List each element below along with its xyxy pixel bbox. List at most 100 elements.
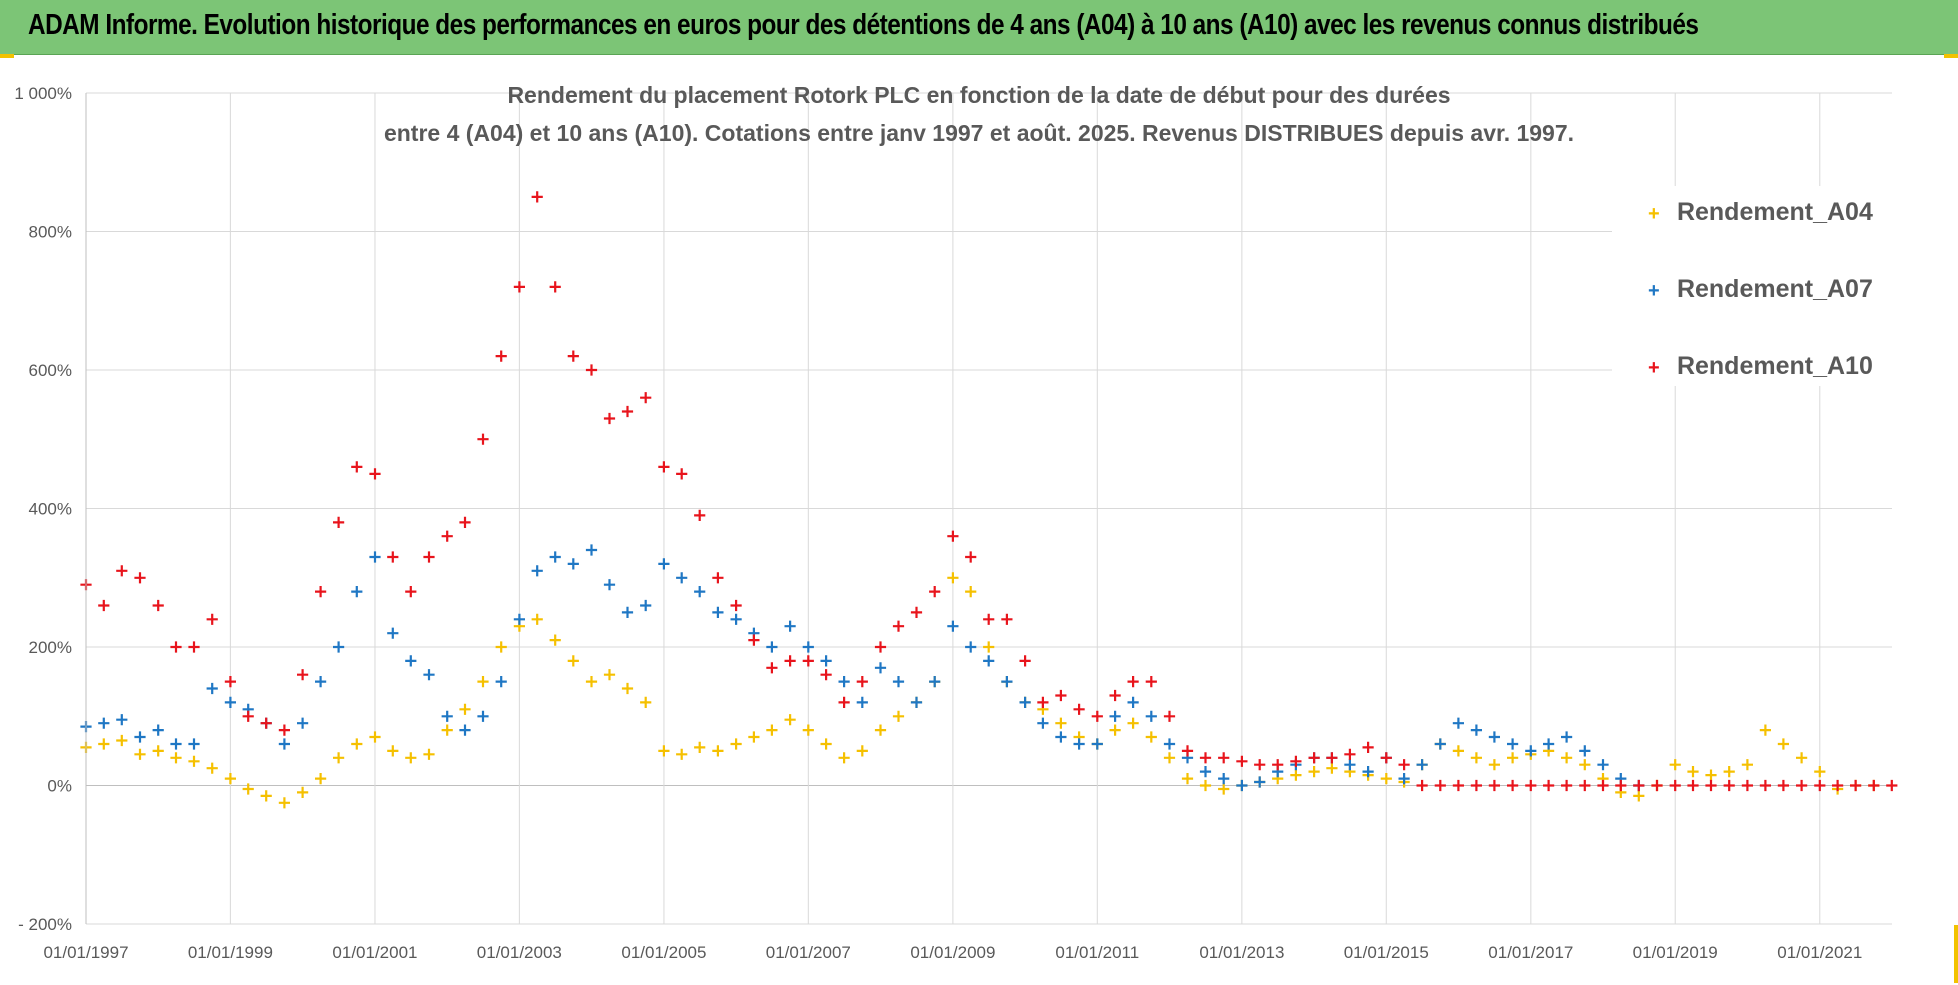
chart-legend: + Rendement_A04 + Rendement_A07 + Rendem… [1612, 186, 1902, 386]
data-point [531, 191, 543, 203]
data-point [459, 703, 471, 715]
data-point [802, 724, 814, 736]
data-point [965, 641, 977, 653]
series-Rendement_A10 [80, 191, 1898, 792]
data-point [1669, 759, 1681, 771]
x-tick-label: 01/01/2019 [1633, 943, 1718, 962]
data-point [892, 620, 905, 632]
data-point [387, 745, 399, 757]
data-point [965, 586, 977, 598]
y-tick-label: 1 000% [14, 84, 72, 103]
data-point [531, 565, 543, 577]
data-point [549, 634, 561, 646]
data-point [1163, 752, 1176, 764]
x-tick-label: 01/01/2003 [477, 943, 562, 962]
data-point [784, 714, 796, 726]
data-point [567, 655, 579, 667]
legend-label-a07: Rendement_A07 [1676, 275, 1873, 303]
data-point [1452, 745, 1464, 757]
x-tick-label: 01/01/2011 [1055, 943, 1139, 962]
x-tick-label: 01/01/2021 [1777, 943, 1862, 962]
data-point [856, 745, 868, 757]
data-point [98, 717, 110, 729]
data-point [495, 641, 507, 653]
data-point [1850, 779, 1862, 792]
data-point [1579, 779, 1591, 792]
data-point [369, 551, 381, 563]
data-point [1290, 755, 1302, 767]
data-point [1163, 738, 1176, 750]
data-point [1723, 766, 1735, 778]
data-point [640, 599, 652, 612]
data-point [1488, 731, 1500, 743]
data-point [1705, 779, 1717, 792]
data-point [1362, 766, 1374, 778]
legend-label-a04: Rendement_A04 [1676, 198, 1873, 226]
data-point [1055, 717, 1067, 729]
data-point [802, 655, 814, 667]
data-point [1019, 696, 1031, 708]
legend-item-a04: + Rendement_A04 [1648, 198, 1873, 227]
data-point [1868, 779, 1880, 792]
data-point [549, 551, 561, 563]
data-point [1723, 779, 1735, 792]
data-point [820, 669, 832, 681]
data-point [694, 509, 706, 521]
data-point [224, 696, 236, 708]
data-point [1525, 745, 1537, 757]
data-point [1759, 779, 1771, 792]
data-point [910, 606, 923, 618]
data-point [297, 717, 309, 729]
data-point [297, 669, 309, 681]
y-tick-label: - 200% [18, 915, 72, 934]
data-point [640, 696, 652, 708]
data-point [1796, 779, 1808, 792]
data-point [748, 634, 760, 646]
data-point [730, 599, 742, 612]
data-point [242, 783, 254, 795]
x-tick-label: 01/01/2013 [1199, 943, 1284, 962]
x-tick-label: 01/01/1997 [43, 943, 128, 962]
data-point [1145, 710, 1157, 722]
data-point [712, 572, 724, 584]
data-point [1687, 766, 1699, 778]
data-point [1597, 779, 1609, 792]
data-point [838, 676, 850, 688]
data-point [784, 655, 796, 667]
data-point [1037, 717, 1049, 729]
data-point [1218, 773, 1230, 785]
data-point [170, 752, 182, 764]
data-point [1181, 773, 1194, 785]
data-point [1615, 779, 1627, 792]
corner-accent-bottom-right [1954, 925, 1958, 983]
data-point [278, 724, 290, 736]
data-point [1380, 752, 1392, 764]
data-point [1326, 752, 1338, 764]
data-point [441, 530, 453, 542]
data-point [1199, 766, 1212, 778]
data-point [658, 558, 670, 570]
data-point [1398, 759, 1410, 771]
data-point [874, 662, 887, 674]
data-point [947, 620, 959, 632]
data-point [1633, 779, 1645, 792]
data-point [621, 405, 634, 418]
data-point [441, 724, 453, 736]
data-point [170, 641, 182, 653]
data-point [856, 696, 868, 708]
data-point [152, 599, 164, 612]
x-tick-label: 01/01/2017 [1488, 943, 1573, 962]
data-point [242, 710, 254, 722]
data-point [387, 627, 399, 639]
data-point [1543, 779, 1555, 792]
data-point [477, 710, 489, 722]
data-point [1001, 613, 1013, 625]
data-point [423, 551, 435, 563]
data-point [206, 613, 218, 625]
chart-title-line-1: Rendement du placement Rotork PLC en fon… [507, 82, 1451, 108]
data-point [567, 558, 579, 570]
data-point [766, 641, 778, 653]
data-point [1452, 717, 1464, 729]
data-point [278, 797, 290, 809]
data-point [1362, 741, 1374, 753]
